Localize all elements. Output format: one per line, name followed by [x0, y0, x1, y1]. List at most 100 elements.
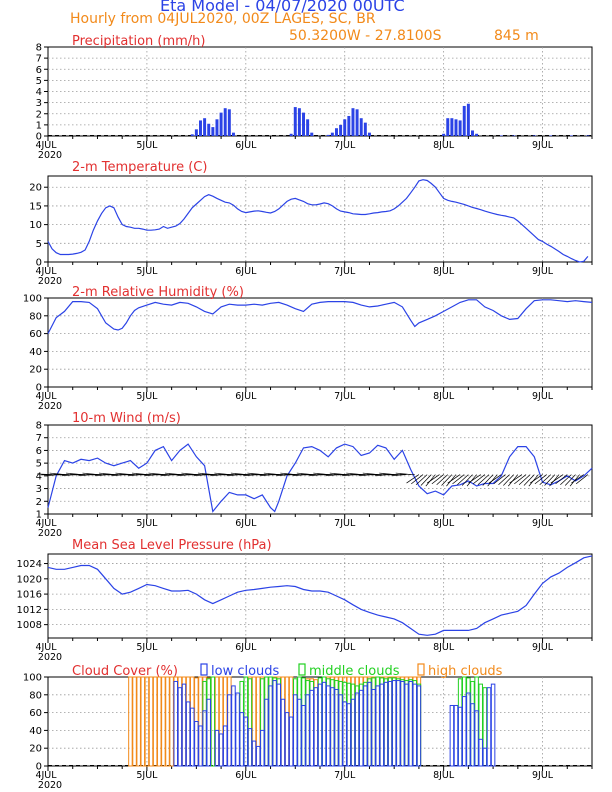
y-tick-label: 20	[29, 744, 42, 755]
cloud-bar-high	[350, 676, 356, 767]
wind-arrow	[518, 474, 531, 485]
precip-bar	[293, 107, 297, 136]
cloud-bar-high	[251, 676, 257, 767]
cloud-bar-low	[202, 710, 207, 767]
cloud-bar-high	[383, 676, 389, 767]
y-tick-label: 7	[36, 433, 42, 444]
precip-bar	[351, 108, 355, 136]
precip-bar	[532, 135, 536, 137]
precip-bar	[219, 112, 223, 136]
legend-swatch	[417, 663, 425, 676]
precip-bar	[207, 123, 211, 136]
precip-bar	[471, 130, 474, 136]
wind-arrow	[452, 474, 465, 485]
series-line	[47, 299, 593, 334]
wind-arrow	[399, 473, 415, 475]
legend-label: low clouds	[211, 664, 280, 679]
x-tick-label: 9JUL	[532, 391, 554, 402]
cloud-bar-high	[396, 676, 401, 767]
panel-6: 0 20 40 60 80 100 4JUL2020 5JUL 6JUL 7JUL 8JUL 9JUL…	[23, 663, 593, 791]
y-tick-label: 80	[29, 311, 42, 322]
cloud-bar-high	[132, 676, 137, 767]
cloud-bar-low	[309, 689, 315, 767]
cloud-bar-middle	[461, 676, 467, 767]
cloud-bar-high	[198, 676, 203, 767]
y-tick-label: 3	[36, 98, 42, 109]
cloud-bar-low	[181, 683, 187, 767]
plot-frame	[47, 297, 593, 388]
precip-bar	[355, 109, 359, 136]
cloud-bar-high	[185, 676, 191, 767]
station-elevation: 845 m	[494, 28, 539, 44]
cloud-bar-low	[466, 692, 471, 767]
cloud-bar-low	[396, 680, 401, 767]
wind-arrow	[477, 474, 490, 485]
x-tick-label: 9JUL	[532, 266, 554, 277]
precip-bar	[466, 103, 470, 136]
x-year-label: 2020	[38, 401, 62, 412]
cloud-bar-high	[218, 676, 224, 767]
y-tick-label: 0	[36, 762, 42, 773]
cloud-bar-low	[478, 738, 483, 767]
precip-bar	[475, 133, 479, 136]
y-tick-label: 1	[36, 510, 42, 521]
cloud-bar-low	[449, 704, 455, 767]
cloud-bar-high	[227, 676, 232, 767]
y-tick-label: 4	[36, 87, 42, 98]
y-tick-label: 80	[29, 690, 42, 701]
wind-arrow	[503, 474, 514, 486]
series-line	[47, 555, 593, 636]
x-tick-label: 5JUL	[136, 140, 158, 151]
cloud-bar-high	[363, 676, 368, 767]
cloud-bar-low	[260, 729, 265, 767]
cloud-bar-middle	[317, 677, 323, 767]
cloud-bar-high	[255, 676, 261, 767]
series-line	[47, 443, 593, 513]
x-tick-label: 7JUL	[334, 391, 356, 402]
precip-bar	[310, 132, 314, 136]
precip-bar	[339, 124, 343, 136]
cloud-bar-high	[169, 676, 174, 767]
y-tick-label: 5	[36, 239, 42, 250]
cloud-bar-middle	[350, 683, 356, 767]
cloud-bar-middle	[396, 678, 401, 767]
x-tick-label: 9JUL	[532, 140, 554, 151]
cloud-bar-middle	[334, 680, 339, 767]
panel-5: 1008 1012 1016 1020 1024 4JUL2020 5JUL 6JUL 7JUL…	[17, 538, 593, 663]
cloud-bar-high	[387, 676, 393, 767]
cloud-bar-middle	[408, 679, 413, 767]
y-tick-label: 60	[29, 708, 42, 719]
cloud-bar-low	[490, 683, 496, 767]
cloud-bar-middle	[387, 677, 393, 767]
wind-arrow	[457, 474, 469, 485]
panel-title: Cloud Cover (%)	[72, 664, 178, 679]
wind-arrow	[550, 474, 564, 484]
wind-arrow	[564, 474, 576, 486]
cloud-bar-low	[268, 685, 273, 767]
cloud-bar-middle	[400, 679, 405, 767]
cloud-bar-middle	[297, 676, 302, 767]
precip-bar	[359, 118, 363, 136]
cloud-bar-high	[247, 676, 253, 767]
x-tick-label: 4JUL	[35, 391, 57, 402]
cloud-bar-high	[346, 676, 352, 767]
cloud-bar-low	[198, 725, 203, 767]
cloud-bar-middle	[346, 682, 352, 767]
cloud-bar-low	[474, 710, 479, 767]
x-tick-label: 6JUL	[235, 770, 257, 781]
cloud-bar-middle	[321, 676, 327, 767]
plot-frame	[47, 175, 593, 263]
x-tick-label: 8JUL	[433, 642, 455, 653]
cloud-bar-middle	[416, 683, 422, 767]
cloud-bar-middle	[338, 680, 343, 767]
y-tick-label: 0	[36, 258, 42, 269]
cloud-bar-low	[375, 685, 380, 767]
cloud-bar-middle	[330, 679, 335, 767]
cloud-bar-low	[400, 680, 405, 767]
x-tick-label: 8JUL	[433, 770, 455, 781]
cloud-bar-low	[284, 712, 290, 767]
x-tick-label: 4JUL	[35, 770, 57, 781]
cloud-bar-middle	[325, 678, 331, 767]
x-tick-label: 9JUL	[532, 642, 554, 653]
cloud-bar-low	[404, 683, 409, 767]
